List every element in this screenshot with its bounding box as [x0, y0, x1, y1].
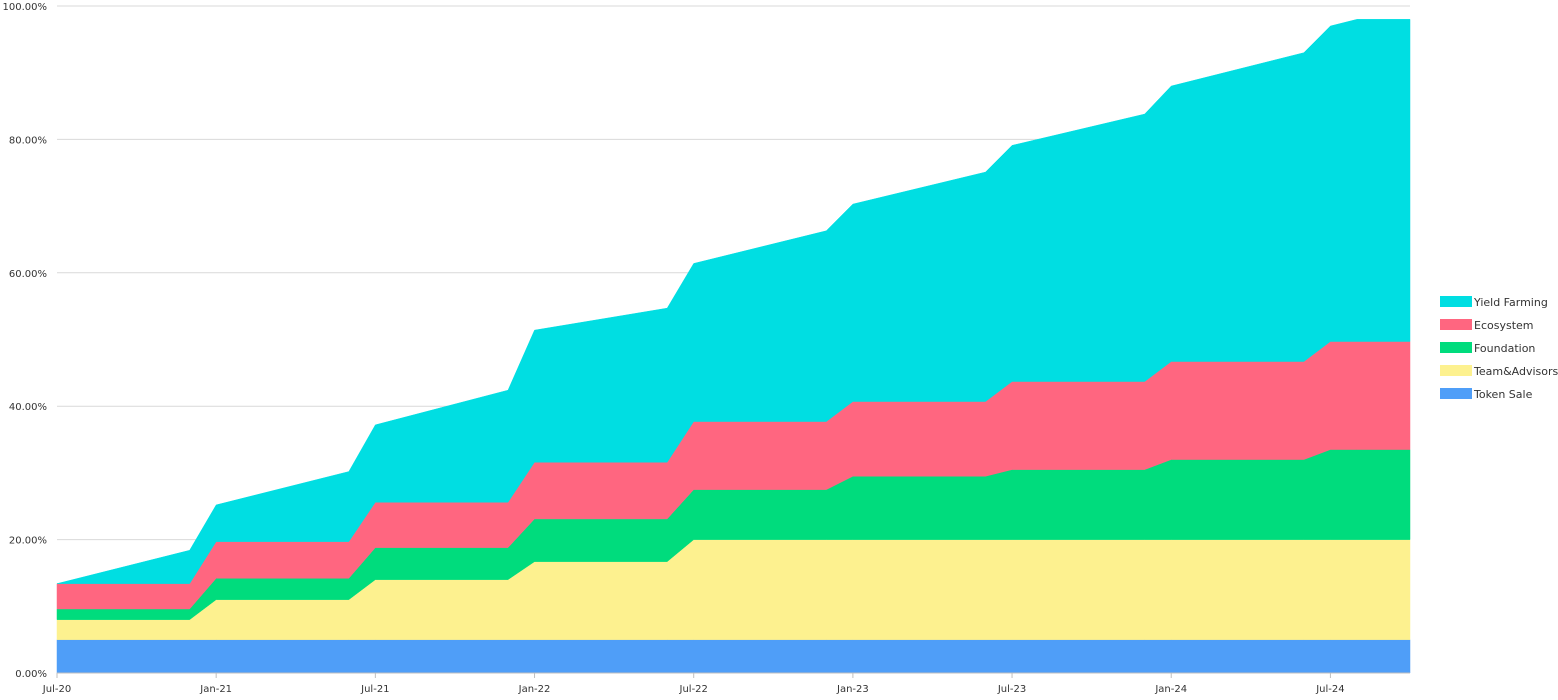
legend-swatch-ecosystem: [1440, 319, 1472, 330]
legend-swatch-foundation: [1440, 342, 1472, 353]
x-tick-label: Jul-21: [360, 684, 389, 695]
x-tick-label: Jul-23: [997, 684, 1026, 695]
x-tick-label: Jul-20: [42, 684, 71, 695]
legend-swatch-token-sale: [1440, 388, 1472, 399]
area-token-sale: [56, 639, 1411, 674]
x-tick-label: Jul-22: [679, 684, 708, 695]
legend-label-team-advisors: Team&Advisors: [1473, 365, 1558, 378]
legend-label-ecosystem: Ecosystem: [1474, 319, 1534, 332]
y-tick-label: 60.00%: [9, 269, 47, 280]
x-tick-label: Jan-21: [199, 684, 232, 695]
legend-label-yield-farming: Yield Farming: [1473, 296, 1548, 309]
legend-swatch-yield-farming: [1440, 296, 1472, 307]
x-tick-label: Jul-24: [1315, 684, 1344, 695]
area-yield-farming: [56, 19, 1411, 584]
x-axis-ticks: Jul-20 Jan-21 Jul-21 Jan-22 Jul-22 Jan-23 Jul-…: [42, 672, 1410, 695]
legend: Yield Farming Ecosystem Foundation Team&Adv…: [1440, 296, 1558, 401]
y-tick-label: 0.00%: [15, 669, 47, 680]
x-tick-label: Jan-24: [1154, 684, 1187, 695]
x-tick-label: Jan-23: [836, 684, 869, 695]
y-tick-label: 100.00%: [3, 2, 48, 13]
series-areas: [56, 19, 1411, 674]
y-tick-label: 20.00%: [9, 536, 47, 547]
legend-label-token-sale: Token Sale: [1473, 388, 1533, 401]
y-tick-label: 80.00%: [9, 135, 47, 146]
y-axis-ticks: 0.00% 20.00% 40.00% 60.00% 80.00% 100.00%: [3, 2, 48, 680]
legend-label-foundation: Foundation: [1474, 342, 1535, 355]
y-tick-label: 40.00%: [9, 402, 47, 413]
x-tick-label: Jan-22: [518, 684, 551, 695]
legend-swatch-team-advisors: [1440, 365, 1472, 376]
